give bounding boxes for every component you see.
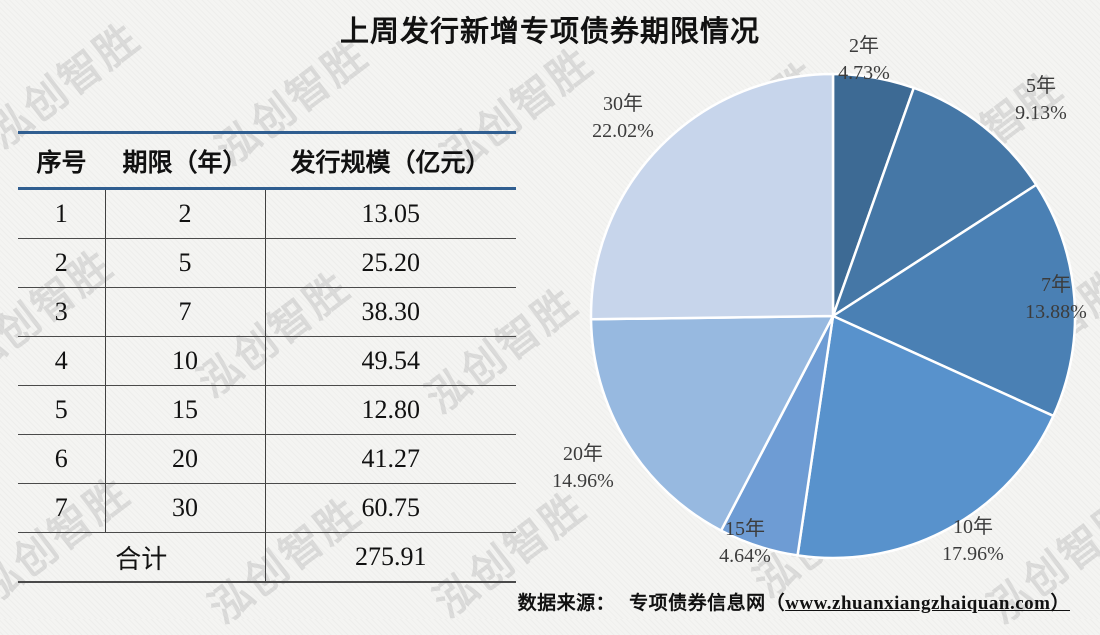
- pie-slice-5年: [831, 86, 1038, 318]
- pie-label-5y-name: 5年: [1025, 75, 1056, 97]
- cell-scale: 25.20: [265, 238, 516, 288]
- pie-label-15y-name: 15年: [724, 518, 765, 540]
- table-row: 5 15 12.80: [18, 385, 516, 435]
- maturity-table: 序号 期限（年） 发行规模（亿元） 1 2 13.05 2 5 25.20 3 7 38.30 4…: [18, 131, 516, 583]
- cell-scale: 49.54: [265, 336, 516, 386]
- cell-scale: 60.75: [265, 483, 516, 533]
- header-no: 序号: [18, 131, 105, 190]
- cell-term: 2: [105, 188, 266, 239]
- pie-slice-30年: [589, 72, 835, 321]
- table-total-row: 合计 275.91: [18, 532, 516, 583]
- cell-no: 4: [18, 336, 106, 386]
- cell-term: 20: [105, 434, 266, 484]
- table-row: 7 30 60.75: [18, 483, 516, 533]
- data-source-label: 数据来源：: [517, 593, 616, 614]
- pie-chart: [589, 72, 1077, 560]
- table-header-row: 序号 期限（年） 发行规模（亿元）: [18, 131, 516, 190]
- cell-scale: 13.05: [265, 188, 516, 239]
- cell-no: 5: [18, 385, 106, 435]
- pie-label-7y-pct: 13.88%: [1025, 301, 1087, 323]
- data-source-name: 专项债券信息网（: [629, 593, 786, 614]
- cell-term: 5: [105, 238, 266, 288]
- table-row: 3 7 38.30: [18, 287, 516, 337]
- cell-no: 7: [18, 483, 106, 533]
- header-scale: 发行规模（亿元）: [265, 131, 516, 190]
- pie-label-5y-pct: 9.13%: [1015, 102, 1067, 124]
- data-source-close-paren: ）: [1050, 593, 1070, 614]
- pie-slice-20年: [589, 314, 835, 532]
- table-row: 6 20 41.27: [18, 434, 516, 484]
- table-body: 1 2 13.05 2 5 25.20 3 7 38.30 4 10 49.54 5 15 12.80 6 20…: [18, 188, 516, 533]
- total-value: 275.91: [265, 532, 516, 583]
- pie-slice-10年: [796, 314, 1055, 560]
- cell-term: 15: [105, 385, 266, 435]
- cell-no: 2: [18, 238, 106, 288]
- cell-no: 6: [18, 434, 106, 484]
- pie-label-20y-name: 20年: [562, 443, 603, 465]
- pie-label-30y: 30年 22.02%: [592, 91, 654, 145]
- cell-term: 7: [105, 287, 266, 337]
- cell-term: 30: [105, 483, 266, 533]
- data-source-url: www.zhuanxiangzhaiquan.com: [785, 593, 1051, 614]
- pie-slice-7年: [831, 183, 1077, 418]
- cell-scale: 38.30: [265, 287, 516, 337]
- pie-label-30y-name: 30年: [602, 93, 643, 115]
- table-row: 2 5 25.20: [18, 238, 516, 288]
- pie-label-2y-name: 2年: [848, 35, 879, 57]
- table-row: 4 10 49.54: [18, 336, 516, 386]
- data-source-line: 数据来源： 专项债券信息网（www.zhuanxiangzhaiquan.com）: [518, 588, 1070, 615]
- pie-label-15y-pct: 4.64%: [719, 545, 771, 567]
- pie-label-2y: 2年 4.73%: [838, 33, 890, 87]
- pie-label-7y-name: 7年: [1040, 274, 1071, 296]
- cell-no: 3: [18, 287, 106, 337]
- table-row: 1 2 13.05: [18, 188, 516, 239]
- header-term: 期限（年）: [105, 131, 265, 190]
- pie-label-15y: 15年 4.64%: [719, 516, 771, 570]
- pie-label-2y-pct: 4.73%: [838, 62, 890, 84]
- pie-label-20y-pct: 14.96%: [552, 470, 614, 492]
- cell-term: 10: [105, 336, 266, 386]
- pie-label-20y: 20年 14.96%: [552, 441, 614, 495]
- pie-label-30y-pct: 22.02%: [592, 120, 654, 142]
- pie-label-10y-pct: 17.96%: [942, 543, 1004, 565]
- pie-label-10y: 10年 17.96%: [942, 514, 1004, 568]
- page-title: 上周发行新增专项债券期限情况: [339, 16, 760, 48]
- cell-scale: 41.27: [265, 434, 516, 484]
- pie-label-5y: 5年 9.13%: [1015, 73, 1067, 127]
- pie-label-10y-name: 10年: [952, 516, 993, 538]
- total-label: 合计: [18, 532, 266, 583]
- pie-label-7y: 7年 13.88%: [1025, 272, 1087, 326]
- cell-scale: 12.80: [265, 385, 516, 435]
- cell-no: 1: [18, 188, 106, 239]
